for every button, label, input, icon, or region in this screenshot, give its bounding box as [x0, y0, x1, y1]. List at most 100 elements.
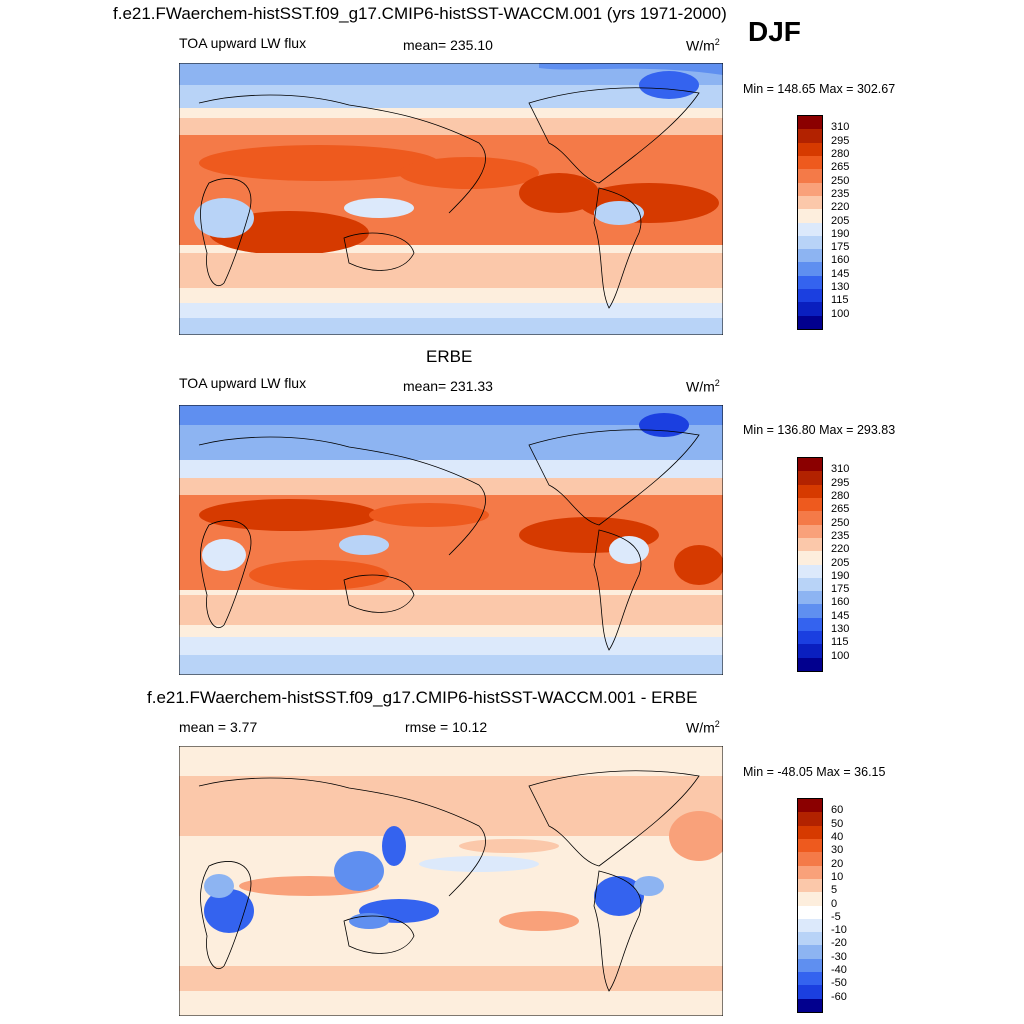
colorbar-swatch: [798, 985, 822, 999]
colorbar-tick-label: 190: [831, 569, 850, 582]
colorbar-tick-label: 205: [831, 214, 850, 227]
colorbar-swatch: [798, 878, 822, 893]
colorbar-tick-label: 280: [831, 147, 850, 160]
panel3-units: W/m2: [686, 719, 720, 736]
colorbar-swatch: [798, 195, 822, 210]
colorbar-tick-label: 175: [831, 583, 850, 596]
panel2-mean-label: mean= 231.33: [403, 378, 493, 394]
colorbar-swatch: [798, 825, 822, 839]
panel1-colorbar: [797, 115, 823, 330]
colorbar-swatch: [798, 169, 822, 183]
colorbar-swatch: [798, 972, 822, 986]
colorbar-swatch: [798, 892, 822, 906]
panel3-map: [179, 746, 723, 1016]
colorbar-tick-label: -20: [831, 937, 847, 950]
colorbar-swatch: [798, 116, 822, 130]
colorbar-swatch: [798, 577, 822, 592]
colorbar-swatch: [798, 262, 822, 276]
colorbar-tick-label: 160: [831, 254, 850, 267]
colorbar-swatch: [798, 275, 822, 290]
colorbar-tick-label: 160: [831, 596, 850, 609]
colorbar-tick-label: -40: [831, 964, 847, 977]
colorbar-swatch: [798, 497, 822, 512]
colorbar-swatch: [798, 812, 822, 826]
colorbar-tick-label: 115: [831, 636, 849, 649]
colorbar-tick-label: -5: [831, 910, 841, 923]
colorbar-tick-label: 295: [831, 476, 850, 489]
colorbar-tick-label: 130: [831, 281, 850, 294]
colorbar-swatch: [798, 865, 822, 879]
panel1-variable-label: TOA upward LW flux: [179, 35, 307, 51]
colorbar-tick-label: 265: [831, 161, 850, 174]
colorbar-tick-label: 130: [831, 623, 850, 636]
panel3-colorbar: [797, 798, 823, 1013]
colorbar-swatch: [798, 249, 822, 263]
colorbar-swatch: [798, 551, 822, 565]
panel1-mean-label: mean= 235.10: [403, 37, 493, 53]
colorbar-swatch: [798, 958, 822, 973]
colorbar-swatch: [798, 315, 822, 329]
panel3-rmse-label: rmse = 10.12: [405, 719, 488, 735]
colorbar-tick-label: 115: [831, 294, 849, 307]
colorbar-tick-label: 175: [831, 241, 850, 254]
colorbar-tick-label: 265: [831, 503, 850, 516]
colorbar-tick-label: 100: [831, 307, 850, 320]
colorbar-swatch: [798, 852, 822, 866]
colorbar-swatch: [798, 142, 822, 156]
colorbar-swatch: [798, 235, 822, 250]
colorbar-swatch: [798, 182, 822, 196]
colorbar-swatch: [798, 932, 822, 946]
colorbar-swatch: [798, 617, 822, 632]
colorbar-swatch: [798, 838, 822, 853]
panel2-minmax: Min = 136.80 Max = 293.83: [743, 423, 896, 437]
colorbar-tick-label: 145: [831, 267, 850, 280]
colorbar-tick-label: 5: [831, 884, 838, 897]
panel2-units: W/m2: [686, 378, 720, 395]
colorbar-tick-label: 205: [831, 556, 850, 569]
colorbar-tick-label: 190: [831, 227, 850, 240]
panel2-variable-label: TOA upward LW flux: [179, 375, 307, 391]
colorbar-swatch: [798, 155, 822, 170]
panel3-minmax: Min = -48.05 Max = 36.15: [743, 765, 886, 779]
colorbar-tick-label: 295: [831, 134, 850, 147]
colorbar-tick-label: 10: [831, 870, 844, 883]
colorbar-tick-label: -50: [831, 977, 847, 990]
colorbar-tick-label: 280: [831, 489, 850, 502]
colorbar-swatch: [798, 129, 822, 143]
colorbar-swatch: [798, 222, 822, 236]
colorbar-tick-label: -60: [831, 990, 847, 1003]
colorbar-swatch: [798, 998, 822, 1012]
colorbar-swatch: [798, 537, 822, 552]
colorbar-swatch: [798, 484, 822, 498]
panel3-title: f.e21.FWaerchem-histSST.f09_g17.CMIP6-hi…: [147, 688, 698, 707]
colorbar-tick-label: 30: [831, 844, 844, 857]
colorbar-tick-label: 0: [831, 897, 838, 910]
panel1-units: W/m2: [686, 37, 720, 54]
panel2-colorbar: [797, 457, 823, 672]
colorbar-tick-label: 250: [831, 516, 850, 529]
colorbar-tick-label: 310: [831, 121, 850, 134]
colorbar-swatch: [798, 458, 822, 472]
colorbar-swatch: [798, 604, 822, 618]
colorbar-tick-label: 235: [831, 529, 850, 542]
colorbar-swatch: [798, 302, 822, 316]
colorbar-swatch: [798, 918, 822, 933]
panel2-title: ERBE: [426, 347, 473, 366]
panel1-minmax: Min = 148.65 Max = 302.67: [743, 82, 896, 96]
colorbar-tick-label: 250: [831, 174, 850, 187]
panel3-mean-label: mean = 3.77: [179, 719, 258, 735]
colorbar-tick-label: 50: [831, 817, 844, 830]
colorbar-swatch: [798, 564, 822, 578]
colorbar-tick-label: 310: [831, 463, 850, 476]
colorbar-tick-label: 235: [831, 187, 850, 200]
colorbar-swatch: [798, 631, 822, 645]
panel1-map: [179, 63, 723, 335]
colorbar-tick-label: 145: [831, 609, 850, 622]
colorbar-swatch: [798, 524, 822, 538]
colorbar-swatch: [798, 591, 822, 605]
colorbar-swatch: [798, 471, 822, 485]
colorbar-tick-label: 20: [831, 857, 844, 870]
colorbar-swatch: [798, 644, 822, 658]
colorbar-swatch: [798, 905, 822, 919]
colorbar-tick-label: 40: [831, 830, 844, 843]
